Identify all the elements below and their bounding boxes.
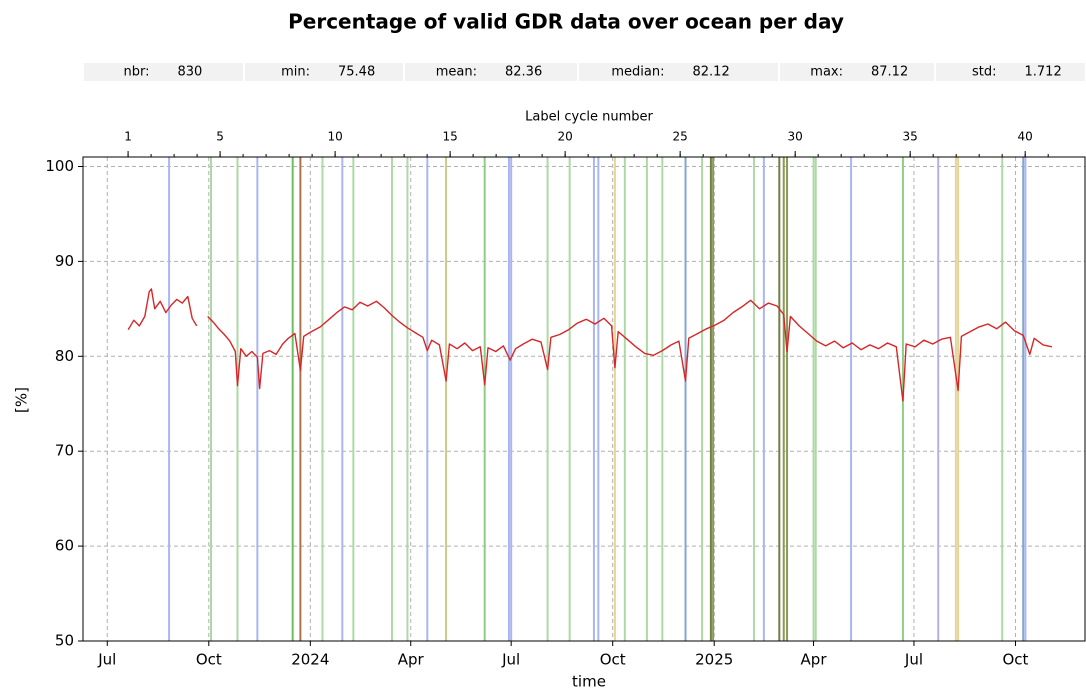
plot-frame [82,156,1086,642]
stats-value: 1.712 [1025,65,1062,80]
stats-value: 82.36 [505,65,542,80]
y-tick-label: 90 [55,252,74,270]
x2-tick-label: 40 [1018,130,1033,144]
stats-cell [405,63,577,81]
stats-label: std: [972,65,997,80]
x-tick-label: Oct [1003,651,1029,669]
stats-label: median: [611,65,664,80]
x2-tick-label: 30 [788,130,803,144]
stats-cell [245,63,403,81]
x-tick-label: Oct [600,651,626,669]
y-tick-label: 70 [55,442,74,460]
stats-value: 82.12 [693,65,730,80]
x2-tick-label: 5 [216,130,224,144]
x2-tick-label: 15 [442,130,457,144]
x2-tick-label: 10 [327,130,342,144]
stats-cell [579,63,778,81]
x2-tick-label: 25 [673,130,688,144]
y-axis-title: [%] [13,387,31,413]
x-tick-label: Apr [398,651,425,669]
stats-cell [780,63,934,81]
x2-tick-label: 20 [557,130,572,144]
stats-label: nbr: [124,65,150,80]
stats-cell [936,63,1085,81]
stats-label: min: [281,65,310,80]
y-tick-label: 80 [55,347,74,365]
x-tick-label: Jul [904,651,923,669]
y-tick-label: 50 [55,632,74,650]
y-tick-label: 100 [45,157,74,175]
y-tick-label: 60 [55,537,74,555]
stats-cell [84,63,243,81]
x2-axis-title: Label cycle number [525,110,653,125]
stats-value: 87.12 [871,65,908,80]
x-tick-label: Oct [196,651,222,669]
stats-label: mean: [436,65,477,80]
stats-label: max: [810,65,843,80]
x-tick-label: Apr [801,651,828,669]
x-tick-label: Jul [97,651,116,669]
x-tick-label: 2024 [291,651,329,669]
x2-tick-label: 1 [124,130,132,144]
stats-value: 830 [178,65,203,80]
x-axis-title: time [572,673,606,690]
chart-title: Percentage of valid GDR data over ocean … [288,10,844,34]
x2-tick-label: 35 [903,130,918,144]
x-tick-label: 2025 [695,651,733,669]
data-line [127,288,1053,402]
stats-value: 75.48 [338,65,375,80]
x-tick-label: Jul [501,651,520,669]
